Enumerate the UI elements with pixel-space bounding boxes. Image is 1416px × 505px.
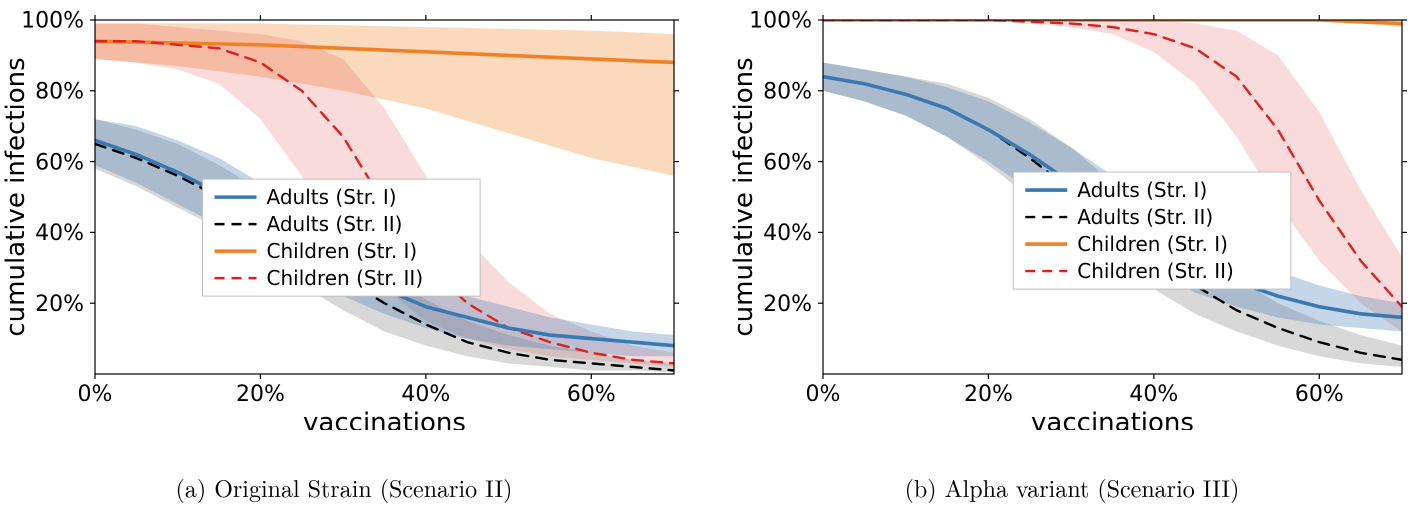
- legend: Adults (Str. I) Adults (Str. II) Children …: [203, 179, 481, 296]
- legend-label: Adults (Str. I): [1077, 178, 1207, 202]
- caption-tag: (a): [176, 470, 215, 504]
- ytick-label: 80%: [35, 80, 84, 105]
- legend-label: Children (Str. I): [1077, 232, 1228, 256]
- xtick-label: 40%: [401, 382, 450, 407]
- chart-a: 0% 20% 40% 60% 20% 40% 60% 80% 100% vaccinations c…: [0, 10, 688, 430]
- xtick-label: 0%: [806, 382, 841, 407]
- xlabel: vaccinations: [1031, 408, 1194, 430]
- xtick-label: 60%: [567, 382, 616, 407]
- xtick-label: 60%: [1295, 382, 1344, 407]
- legend-label: Children (Str. II): [267, 266, 424, 290]
- ytick-label: 40%: [763, 221, 812, 246]
- ytick-label: 60%: [763, 150, 812, 175]
- xtick-label: 40%: [1129, 382, 1178, 407]
- ytick-label: 20%: [763, 292, 812, 317]
- xtick-label: 20%: [964, 382, 1013, 407]
- caption-text: Original Strain (Scenario II): [214, 470, 512, 504]
- legend-label: Adults (Str. I): [267, 185, 397, 209]
- legend-label: Adults (Str. II): [267, 212, 403, 236]
- panel-b: 0% 20% 40% 60% 20% 40% 60% 80% 100% vaccinations c…: [728, 0, 1416, 505]
- xtick-label: 0%: [78, 382, 113, 407]
- ytick-label: 100%: [21, 10, 84, 34]
- xtick-label: 20%: [236, 382, 285, 407]
- ytick-label: 20%: [35, 292, 84, 317]
- panel-caption-a: (a) Original Strain (Scenario II): [0, 470, 688, 504]
- figure: 0% 20% 40% 60% 20% 40% 60% 80% 100% vaccinations c…: [0, 0, 1416, 505]
- ytick-label: 80%: [763, 80, 812, 105]
- legend-label: Children (Str. I): [267, 239, 418, 263]
- legend-label: Children (Str. II): [1077, 259, 1234, 283]
- ytick-label: 40%: [35, 221, 84, 246]
- caption-text: Alpha variant (Scenario III): [945, 470, 1240, 504]
- caption-tag: (b): [905, 470, 945, 504]
- legend-label: Adults (Str. II): [1077, 205, 1213, 229]
- ylabel: cumulative infections: [1, 57, 31, 336]
- panel-caption-b: (b) Alpha variant (Scenario III): [728, 470, 1416, 504]
- panel-a: 0% 20% 40% 60% 20% 40% 60% 80% 100% vaccinations c…: [0, 0, 688, 505]
- ytick-label: 60%: [35, 150, 84, 175]
- chart-b: 0% 20% 40% 60% 20% 40% 60% 80% 100% vaccinations c…: [728, 10, 1416, 430]
- ylabel: cumulative infections: [729, 57, 759, 336]
- xlabel: vaccinations: [303, 408, 466, 430]
- ytick-label: 100%: [749, 10, 812, 34]
- legend: Adults (Str. I) Adults (Str. II) Children …: [1013, 172, 1291, 289]
